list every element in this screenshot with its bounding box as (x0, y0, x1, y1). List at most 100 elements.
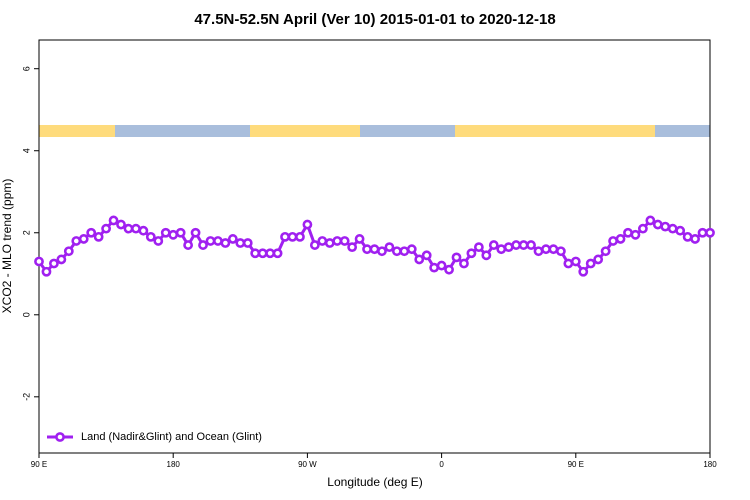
point (332, 236, 343, 246)
x-tick-label: 180 (703, 460, 717, 469)
point (429, 262, 440, 273)
point (451, 252, 462, 263)
point (235, 238, 246, 248)
point (421, 250, 432, 261)
point (600, 246, 611, 257)
point (280, 231, 290, 242)
point (272, 248, 283, 259)
point (466, 248, 477, 259)
point (71, 236, 82, 246)
point (153, 236, 164, 246)
point (220, 238, 231, 248)
point (362, 244, 372, 255)
point (145, 231, 156, 242)
point (175, 227, 186, 238)
point (265, 248, 276, 259)
land-ocean-band (39, 125, 710, 137)
point (257, 248, 268, 259)
y-axis-label: XCO2 - MLO trend (ppm) (0, 179, 14, 314)
point (548, 244, 559, 255)
point (518, 240, 529, 250)
point (570, 256, 581, 267)
point (339, 236, 350, 246)
point (93, 231, 104, 242)
legend-label: Land (Nadir&Glint) and Ocean (Glint) (81, 431, 262, 443)
y-tick-label: -2 (21, 393, 31, 401)
point (295, 231, 305, 242)
point (526, 240, 536, 250)
point (690, 234, 700, 244)
point (227, 234, 238, 244)
chart-title: 47.5N-52.5N April (Ver 10) 2015-01-01 to… (194, 11, 555, 28)
x-tick-label: 180 (167, 460, 181, 469)
point (123, 223, 134, 234)
point (608, 236, 618, 246)
point (541, 244, 551, 255)
point (369, 244, 380, 255)
point (645, 215, 656, 226)
point (324, 238, 335, 248)
plot-frame (38, 39, 711, 454)
point (86, 227, 97, 238)
point (250, 248, 261, 259)
point (309, 240, 320, 250)
point (660, 221, 671, 232)
point (682, 231, 693, 242)
y-tick-label: 0 (21, 312, 31, 317)
point (459, 258, 469, 269)
point (593, 254, 604, 265)
point (160, 227, 171, 238)
point (302, 219, 313, 230)
point (623, 227, 633, 238)
point (78, 234, 89, 244)
x-axis-label: Longitude (deg E) (327, 475, 422, 489)
point (354, 234, 365, 244)
point (49, 258, 59, 269)
point (585, 258, 596, 269)
point (183, 240, 194, 250)
point (108, 215, 119, 226)
point (444, 264, 454, 275)
point (406, 244, 417, 255)
point (56, 254, 67, 265)
point (511, 240, 522, 250)
point (436, 260, 447, 271)
point (503, 242, 514, 253)
point (205, 236, 216, 246)
point (377, 246, 387, 257)
point (578, 266, 589, 277)
point (317, 236, 328, 246)
x-tick-label: 0 (439, 460, 444, 469)
point (675, 225, 686, 236)
point (496, 244, 507, 255)
point (190, 227, 201, 238)
x-tick-label: 90 E (568, 460, 584, 469)
point (399, 246, 410, 257)
point (384, 242, 395, 253)
point (347, 242, 358, 253)
point (242, 238, 253, 248)
point (63, 246, 74, 257)
point (652, 219, 663, 230)
point (131, 223, 141, 234)
y-tick-label: 2 (21, 230, 31, 235)
point (667, 223, 678, 234)
point (414, 254, 425, 265)
point (488, 240, 499, 250)
point (563, 258, 574, 269)
point (198, 240, 208, 250)
point (168, 229, 179, 240)
x-tick-label: 90 E (31, 460, 47, 469)
point (638, 223, 648, 234)
point (391, 246, 402, 257)
point (473, 242, 484, 253)
point (287, 231, 298, 242)
y-tick-label: 6 (21, 66, 31, 71)
point (481, 250, 492, 261)
point (101, 223, 111, 234)
point (697, 227, 708, 238)
point (34, 256, 44, 267)
point (138, 225, 149, 236)
point (705, 227, 715, 238)
